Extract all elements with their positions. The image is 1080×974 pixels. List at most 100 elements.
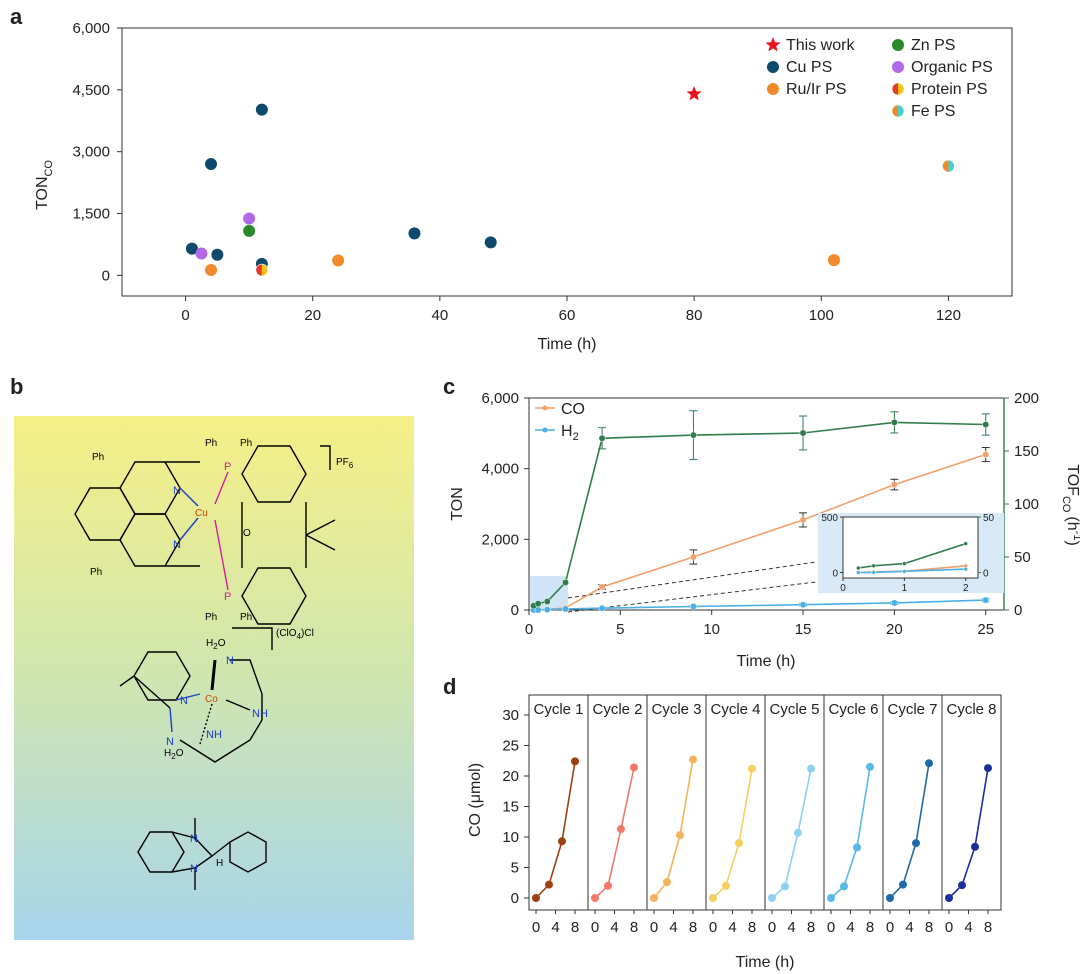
panel-d-x-tick-label: 0: [591, 919, 599, 936]
panel-c-y2-sup: -1: [1071, 531, 1080, 541]
panel-d-cycle-line: [594, 767, 635, 899]
panel-d-cycle-point: [827, 894, 835, 902]
panel-a-point-ru-ir-ps: [205, 264, 217, 277]
panel-a-x-tick-label: 60: [559, 307, 576, 324]
panel-d-y-ticks: 0 5 10 15 20 25 30: [502, 707, 529, 907]
panel-c-y2-tick-label: 50: [1014, 549, 1031, 566]
panel-c-legend-label-sub: 2: [573, 431, 579, 443]
panel-a-point-ru-ir-ps: [828, 254, 840, 267]
co-n1-label: N: [180, 695, 188, 707]
panel-c-x-tick-label: 15: [795, 621, 812, 638]
panel-c-zoom-arrow-1: [567, 561, 817, 599]
panel-c-co-point: [689, 553, 697, 561]
panel-a-point-protein-ps-right: [261, 264, 268, 277]
panel-a-legend-label: Ru/Ir PS: [786, 81, 846, 98]
panel-c-inset-y-tick-label: 500: [821, 513, 838, 524]
counterion-a: (ClO: [276, 628, 297, 639]
panel-c-x-tick-label: 5: [616, 621, 624, 638]
ph-label-6: Ph: [240, 612, 252, 623]
panel-a-point-cu-ps: [205, 158, 217, 171]
panel-d-cycle-label: Cycle 5: [769, 701, 819, 718]
panel-d-y-tick-label: 20: [502, 768, 519, 785]
panel-a-x-label: Time (h): [538, 336, 597, 353]
panel-c-letter: c: [443, 374, 455, 399]
panel-d-cycle-4: Cycle 4 0 4 8: [705, 695, 761, 936]
pf6-main: PF: [336, 457, 349, 468]
panel-b: b Cu N N P P O Ph Ph Ph Ph: [10, 374, 414, 940]
counterion-sub: 4: [297, 632, 302, 641]
panel-a-point-fe-ps-right: [948, 160, 955, 173]
co-water1-sub: 2: [213, 642, 218, 651]
panel-d-x-tick-label: 0: [650, 919, 658, 936]
panel-c-y-tick-label: 4,000: [481, 461, 519, 478]
panel-d-letter: d: [443, 674, 456, 699]
counterion-b: )Cl: [301, 628, 314, 639]
cu-photosensitizer-structure: [74, 445, 336, 625]
panel-d-y-tick-label: 15: [502, 799, 519, 816]
panel-d-x-tick-label: 4: [846, 919, 854, 936]
panel-a-x-tick-label: 0: [181, 307, 189, 324]
panel-d-cycle-point: [840, 882, 848, 891]
panel-c-x-label: Time (h): [737, 653, 796, 670]
panel-d-cycle-label: Cycle 8: [946, 701, 996, 718]
panel-d-cycle-point: [591, 894, 599, 902]
panel-d-x-tick-label: 4: [669, 919, 677, 936]
ph-label-1: Ph: [92, 452, 104, 463]
panel-c-x-tick-label: 20: [886, 621, 903, 638]
panel-d-x-tick-label: 0: [709, 919, 717, 936]
panel-d-cycle-point: [630, 763, 638, 772]
panel-d-cycle-line: [712, 768, 753, 899]
panel-c-inset: 0 1 2 0 500 0 50: [818, 513, 1004, 594]
panel-d-cycle-7: Cycle 7 0 4 8: [882, 695, 938, 936]
panel-d-cycle-label: Cycle 7: [887, 701, 937, 718]
panel-a-point-fe-ps-left: [942, 160, 949, 173]
panel-c-inset-tof-point: [963, 541, 968, 546]
panel-c-legend-marker: [542, 427, 548, 433]
panel-a-legend-label: Protein PS: [911, 81, 987, 98]
panel-a-frame: [121, 27, 1013, 297]
co-water1-h: H: [206, 638, 213, 649]
panel-c-tof-point: [562, 578, 569, 586]
panel-c-h2-point: [689, 603, 697, 610]
panel-c-inset-tof-point: [902, 561, 907, 566]
panel-a-point-this-work: [686, 86, 702, 101]
panel-c-inset-h2-point: [856, 570, 861, 575]
panel-a-point-organic-ps: [243, 212, 256, 225]
panel-c-y2-tick-label: 100: [1014, 496, 1039, 513]
panel-d-y-tick-label: 0: [511, 890, 519, 907]
bih-n1-label: N: [190, 833, 198, 845]
panel-a-point-cu-ps: [484, 236, 497, 249]
panel-a-point-protein-ps: [255, 263, 269, 277]
co-water2-label: H2O: [164, 748, 184, 761]
panel-a-legend-label: Zn PS: [911, 37, 955, 54]
panel-d-cycle-point: [768, 894, 776, 902]
bih-donor-structure: [137, 818, 267, 890]
panel-d-cycle-line: [653, 759, 694, 899]
panel-a-legend-marker-ring: [891, 82, 905, 96]
panel-a-y-label-main: TON: [34, 177, 51, 210]
panel-d-y-tick-label: 25: [502, 738, 519, 755]
panel-c-inset-h2-line: [858, 568, 966, 574]
panel-a-y-label-sub: CO: [43, 160, 55, 177]
panel-c-tof-point: [982, 421, 990, 428]
panel-d-x-tick-label: 4: [905, 919, 913, 936]
panel-a-x-tick-label: 80: [686, 307, 703, 324]
panel-a-legend-marker: [892, 39, 904, 51]
panel-d-y-tick-label: 30: [502, 707, 519, 724]
co-nh1-label: NH: [252, 708, 268, 720]
co-water2-h: H: [164, 748, 171, 759]
panel-c-y-label: TON: [449, 487, 466, 520]
panel-d-x-tick-label: 0: [827, 919, 835, 936]
panel-d-cycle-point: [650, 894, 658, 902]
panel-d-y-tick-label: 5: [511, 860, 519, 877]
co-n2-label: N: [166, 736, 174, 748]
panel-c-y-tick-label: 6,000: [481, 390, 519, 407]
panel-a-point-fe-ps-ring: [942, 159, 955, 173]
panel-d-x-tick-label: 4: [787, 919, 795, 936]
panel-c-legend-label: CO: [561, 401, 585, 418]
panel-d-cycle-point: [689, 755, 697, 764]
panel-c-legend-label-main: H: [561, 423, 573, 440]
panel-d-x-tick-label: 4: [551, 919, 559, 936]
